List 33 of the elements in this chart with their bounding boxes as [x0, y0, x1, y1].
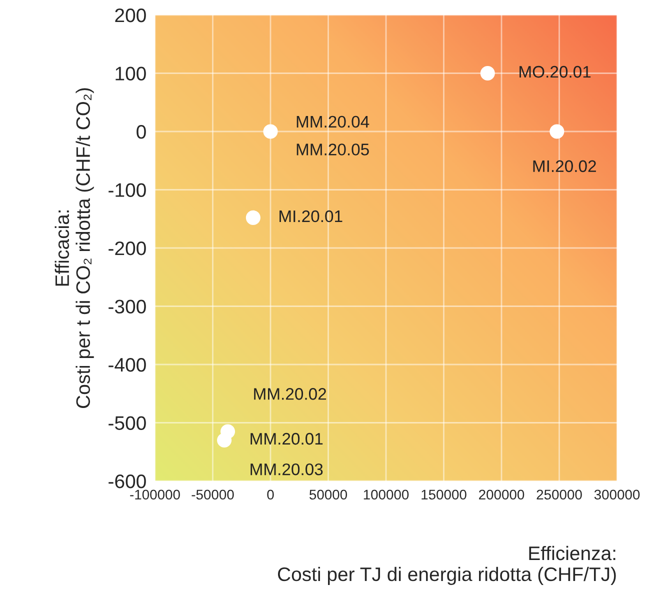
- point: [480, 66, 495, 81]
- point: [550, 124, 564, 139]
- annotation: MM.20.03: [250, 463, 323, 476]
- x-tick-label: -100000: [130, 490, 180, 500]
- y-tick-label: 200: [115, 8, 146, 22]
- y-tick-label: -200: [108, 241, 146, 256]
- y-axis-title: Efficacia: Costi per t di CO₂ ridotta (CHF/t CO₂): [54, 88, 94, 408]
- point: [263, 124, 278, 139]
- y-tick-label: 0: [136, 124, 146, 139]
- x-tick-label: -50000: [192, 490, 234, 500]
- annotation: MM.20.05: [296, 144, 369, 156]
- y-tick-label: -500: [108, 416, 146, 430]
- x-tick-label: 200000: [479, 490, 524, 500]
- x-tick-label: 300000: [594, 490, 640, 500]
- point: [217, 432, 232, 448]
- x-tick-label: 150000: [422, 490, 466, 500]
- y-tick-label: -600: [108, 474, 146, 488]
- x-tick-label: 0: [267, 490, 274, 500]
- x-tick-label: 100000: [364, 490, 409, 500]
- annotation: MO.20.01: [520, 66, 591, 78]
- annotation: MM.20.02: [254, 388, 326, 400]
- x-tick-label: 250000: [536, 490, 582, 500]
- annotation: MI.20.02: [533, 160, 596, 172]
- y-tick-label: -400: [108, 358, 146, 372]
- y-tick-label: -100: [108, 183, 146, 197]
- y-tick-label: -300: [108, 300, 146, 314]
- x-axis-title: Efficienza: Costi per TJ di energia ridotta (CHF/TJ): [278, 546, 616, 585]
- annotation: MI.20.01: [280, 210, 342, 222]
- annotation: MM.20.01: [250, 432, 323, 445]
- x-tick-label: 50000: [309, 490, 348, 500]
- point: [246, 210, 260, 225]
- annotation: MM.20.04: [296, 116, 370, 128]
- y-tick-label: 100: [116, 66, 146, 80]
